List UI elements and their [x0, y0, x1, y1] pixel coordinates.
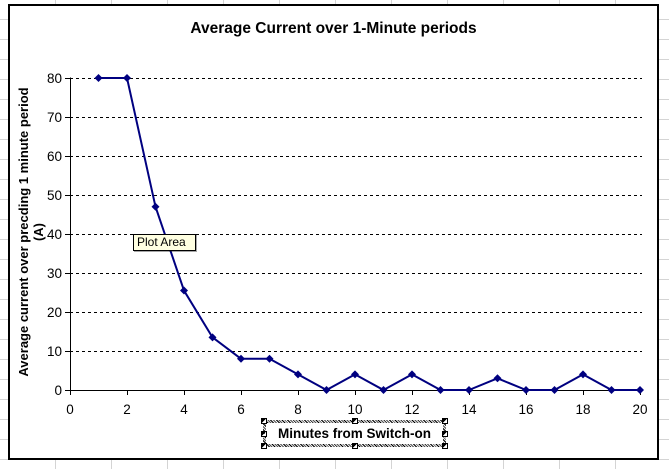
x-tick-label: 18 — [575, 402, 590, 417]
data-point-marker[interactable] — [607, 386, 616, 394]
data-point-marker[interactable] — [550, 386, 559, 394]
chart-title: Average Current over 1-Minute periods — [190, 20, 477, 37]
x-tick-label: 4 — [180, 402, 188, 417]
y-tick-label: 0 — [54, 383, 62, 398]
plot-area-tooltip: Plot Area — [133, 234, 196, 251]
selection-handle[interactable] — [261, 430, 267, 437]
x-tick-label: 0 — [66, 402, 74, 417]
data-point-marker[interactable] — [351, 370, 359, 379]
x-tick-label: 20 — [632, 402, 647, 417]
data-point-marker[interactable] — [237, 354, 245, 363]
y-tick-label: 70 — [47, 110, 62, 125]
x-tick-label: 10 — [347, 402, 362, 417]
data-point-marker[interactable] — [436, 386, 445, 394]
y-tick-label: 50 — [47, 188, 62, 203]
y-tick-label: 10 — [47, 344, 62, 359]
y-tick-label: 40 — [47, 227, 62, 242]
data-point-marker[interactable] — [208, 333, 217, 342]
x-tick-label: 6 — [237, 402, 245, 417]
y-tick-label: 80 — [47, 71, 62, 86]
selection-handle[interactable] — [261, 443, 267, 449]
selection-handle[interactable] — [442, 443, 448, 449]
selection-handle[interactable] — [351, 418, 358, 424]
data-point-marker[interactable] — [379, 386, 388, 394]
data-point-marker[interactable] — [579, 370, 587, 379]
x-tick-label: 16 — [518, 402, 533, 417]
data-point-marker[interactable] — [265, 354, 274, 363]
data-point-marker[interactable] — [294, 370, 302, 379]
selection-handle[interactable] — [442, 418, 448, 424]
data-point-marker[interactable] — [123, 74, 131, 82]
y-tick-label: 20 — [47, 305, 62, 320]
data-point-marker[interactable] — [180, 286, 188, 295]
y-tick-label: 30 — [47, 266, 62, 281]
y-tick-label: 60 — [47, 149, 62, 164]
data-point-marker[interactable] — [151, 202, 160, 211]
selection-handle[interactable] — [442, 430, 448, 437]
data-point-marker[interactable] — [493, 374, 502, 383]
selection-handle[interactable] — [261, 418, 267, 424]
data-point-marker[interactable] — [94, 74, 103, 82]
x-axis-title-selection[interactable]: Minutes from Switch-on — [261, 418, 448, 449]
data-point-marker[interactable] — [636, 386, 644, 394]
data-point-marker[interactable] — [522, 386, 530, 394]
data-point-marker[interactable] — [408, 370, 416, 379]
selection-handle[interactable] — [351, 443, 358, 449]
x-axis-title[interactable]: Minutes from Switch-on — [278, 426, 431, 441]
data-point-marker[interactable] — [465, 386, 473, 394]
data-series-line[interactable] — [98, 77, 641, 391]
chart-object[interactable] — [8, 4, 659, 460]
x-tick-label: 14 — [461, 402, 477, 417]
data-point-marker[interactable] — [322, 386, 331, 394]
x-tick-label: 2 — [123, 402, 131, 417]
x-tick-label: 8 — [294, 402, 302, 417]
x-tick-label: 12 — [404, 402, 419, 417]
